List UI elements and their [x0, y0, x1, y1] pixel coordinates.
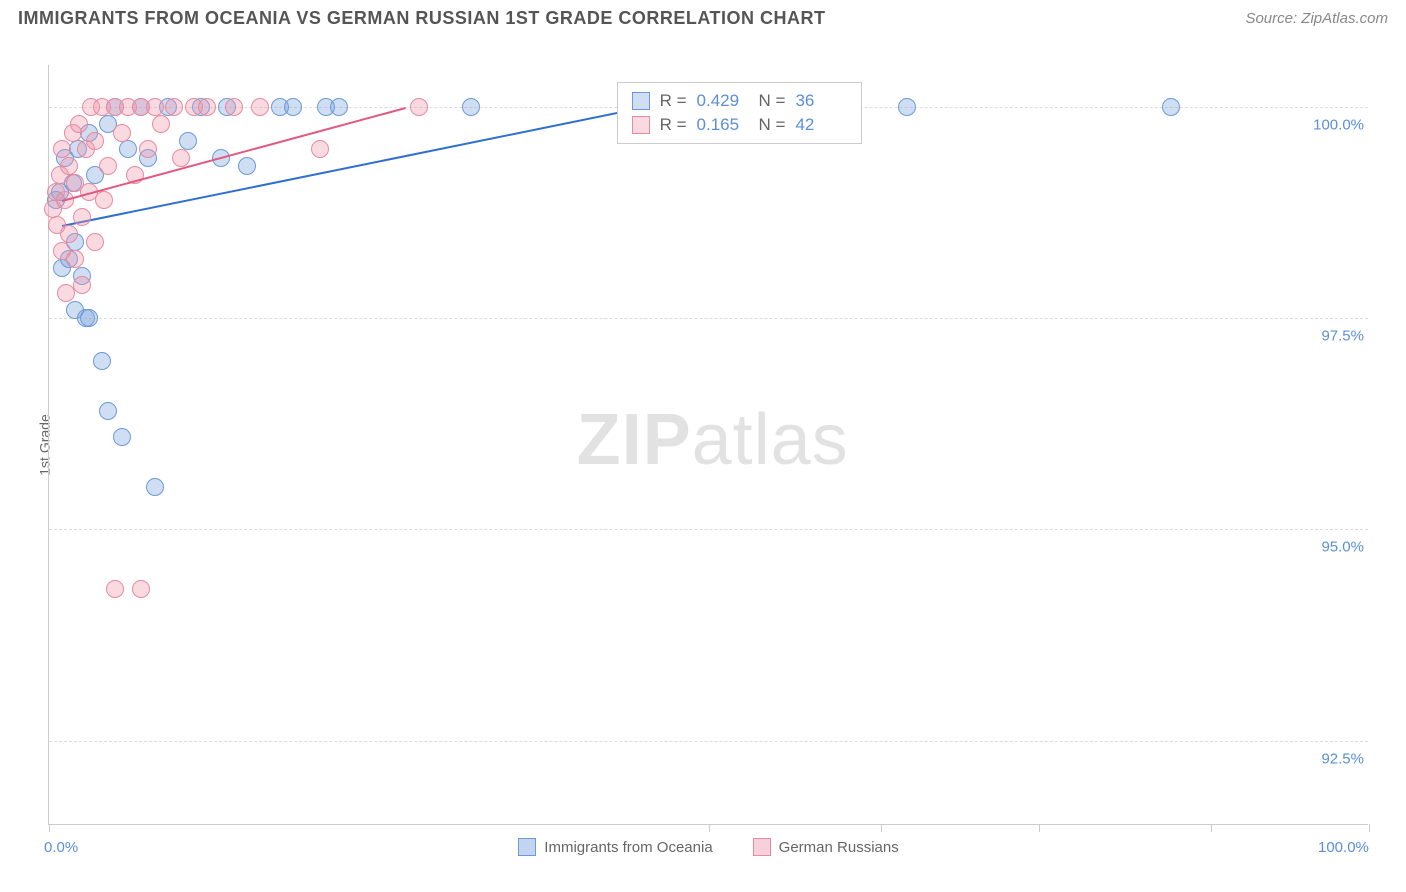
gridline	[49, 318, 1368, 319]
chart-title: IMMIGRANTS FROM OCEANIA VS GERMAN RUSSIA…	[18, 8, 826, 29]
scatter-point	[172, 149, 190, 167]
n-value: 42	[795, 115, 847, 135]
x-tick	[881, 824, 882, 832]
scatter-point	[60, 225, 78, 243]
r-value: 0.429	[697, 91, 749, 111]
correlation-stats-box: R = 0.429 N = 36 R = 0.165 N = 42	[617, 82, 863, 144]
series-swatch	[632, 116, 650, 134]
scatter-point	[146, 478, 164, 496]
scatter-point	[165, 98, 183, 116]
stats-row: R = 0.429 N = 36	[632, 89, 848, 113]
plot-area: ZIPatlas Immigrants from OceaniaGerman R…	[48, 65, 1368, 825]
legend-item: Immigrants from Oceania	[518, 838, 712, 856]
source-attribution: Source: ZipAtlas.com	[1245, 10, 1388, 27]
scatter-point	[179, 132, 197, 150]
r-label: R =	[660, 115, 687, 135]
scatter-point	[113, 428, 131, 446]
scatter-point	[410, 98, 428, 116]
scatter-point	[73, 276, 91, 294]
legend-swatch	[518, 838, 536, 856]
legend-label: Immigrants from Oceania	[544, 839, 712, 856]
r-label: R =	[660, 91, 687, 111]
scatter-point	[95, 191, 113, 209]
scatter-point	[251, 98, 269, 116]
watermark: ZIPatlas	[577, 399, 849, 481]
scatter-point	[99, 402, 117, 420]
n-value: 36	[795, 91, 847, 111]
r-value: 0.165	[697, 115, 749, 135]
scatter-point	[106, 580, 124, 598]
x-tick	[709, 824, 710, 832]
legend-swatch	[753, 838, 771, 856]
series-swatch	[632, 92, 650, 110]
x-tick	[49, 824, 50, 832]
scatter-point	[284, 98, 302, 116]
scatter-point	[86, 233, 104, 251]
y-tick-label: 97.5%	[1321, 328, 1370, 345]
stats-row: R = 0.165 N = 42	[632, 113, 848, 137]
scatter-point	[53, 140, 71, 158]
y-tick-label: 95.0%	[1321, 539, 1370, 556]
scatter-point	[1162, 98, 1180, 116]
scatter-point	[93, 352, 111, 370]
chart-container: 1st Grade ZIPatlas Immigrants from Ocean…	[0, 40, 1406, 850]
scatter-point	[66, 250, 84, 268]
scatter-point	[225, 98, 243, 116]
scatter-point	[898, 98, 916, 116]
scatter-point	[60, 157, 78, 175]
scatter-point	[146, 98, 164, 116]
scatter-point	[132, 580, 150, 598]
scatter-point	[113, 124, 131, 142]
x-tick	[1211, 824, 1212, 832]
legend-label: German Russians	[779, 839, 899, 856]
gridline	[49, 529, 1368, 530]
n-label: N =	[759, 115, 786, 135]
scatter-point	[198, 98, 216, 116]
scatter-point	[86, 132, 104, 150]
x-axis-label-min: 0.0%	[44, 839, 78, 856]
y-tick-label: 92.5%	[1321, 750, 1370, 767]
gridline	[49, 741, 1368, 742]
legend-item: German Russians	[753, 838, 899, 856]
scatter-point	[152, 115, 170, 133]
scatter-point	[70, 115, 88, 133]
scatter-point	[311, 140, 329, 158]
x-axis-label-max: 100.0%	[1318, 839, 1369, 856]
scatter-point	[119, 140, 137, 158]
y-tick-label: 100.0%	[1313, 117, 1370, 134]
n-label: N =	[759, 91, 786, 111]
scatter-point	[73, 208, 91, 226]
legend-bottom: Immigrants from Oceania German Russians	[49, 838, 1368, 856]
x-tick	[1369, 824, 1370, 832]
trend-line	[62, 107, 643, 227]
scatter-point	[139, 140, 157, 158]
x-tick	[1039, 824, 1040, 832]
scatter-point	[330, 98, 348, 116]
scatter-point	[238, 157, 256, 175]
title-bar: IMMIGRANTS FROM OCEANIA VS GERMAN RUSSIA…	[0, 0, 1406, 39]
scatter-point	[80, 309, 98, 327]
scatter-point	[99, 157, 117, 175]
scatter-point	[462, 98, 480, 116]
